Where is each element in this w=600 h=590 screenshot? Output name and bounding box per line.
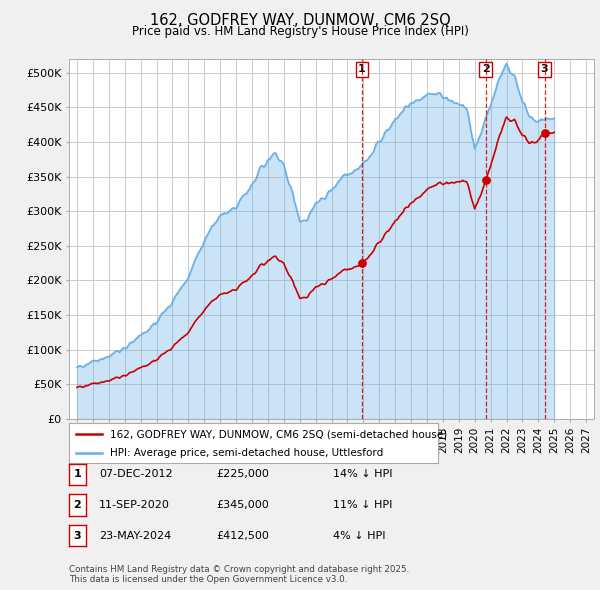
Point xyxy=(357,258,367,268)
Text: 162, GODFREY WAY, DUNMOW, CM6 2SQ: 162, GODFREY WAY, DUNMOW, CM6 2SQ xyxy=(149,13,451,28)
Text: Price paid vs. HM Land Registry's House Price Index (HPI): Price paid vs. HM Land Registry's House … xyxy=(131,25,469,38)
Text: 2: 2 xyxy=(482,64,490,74)
Text: 3: 3 xyxy=(74,531,81,540)
Text: 4% ↓ HPI: 4% ↓ HPI xyxy=(333,531,386,540)
Text: 2: 2 xyxy=(74,500,81,510)
Text: £412,500: £412,500 xyxy=(216,531,269,540)
Text: 162, GODFREY WAY, DUNMOW, CM6 2SQ (semi-detached house): 162, GODFREY WAY, DUNMOW, CM6 2SQ (semi-… xyxy=(110,430,447,440)
Text: £225,000: £225,000 xyxy=(216,470,269,479)
Point xyxy=(540,129,550,138)
Text: 11% ↓ HPI: 11% ↓ HPI xyxy=(333,500,392,510)
Text: HPI: Average price, semi-detached house, Uttlesford: HPI: Average price, semi-detached house,… xyxy=(110,448,383,458)
Text: 1: 1 xyxy=(74,470,81,479)
Text: 23-MAY-2024: 23-MAY-2024 xyxy=(99,531,171,540)
Text: 14% ↓ HPI: 14% ↓ HPI xyxy=(333,470,392,479)
Text: 11-SEP-2020: 11-SEP-2020 xyxy=(99,500,170,510)
Point xyxy=(481,175,490,185)
Text: £345,000: £345,000 xyxy=(216,500,269,510)
Text: Contains HM Land Registry data © Crown copyright and database right 2025.
This d: Contains HM Land Registry data © Crown c… xyxy=(69,565,409,584)
Text: 1: 1 xyxy=(358,64,366,74)
Text: 07-DEC-2012: 07-DEC-2012 xyxy=(99,470,173,479)
Text: 3: 3 xyxy=(541,64,548,74)
